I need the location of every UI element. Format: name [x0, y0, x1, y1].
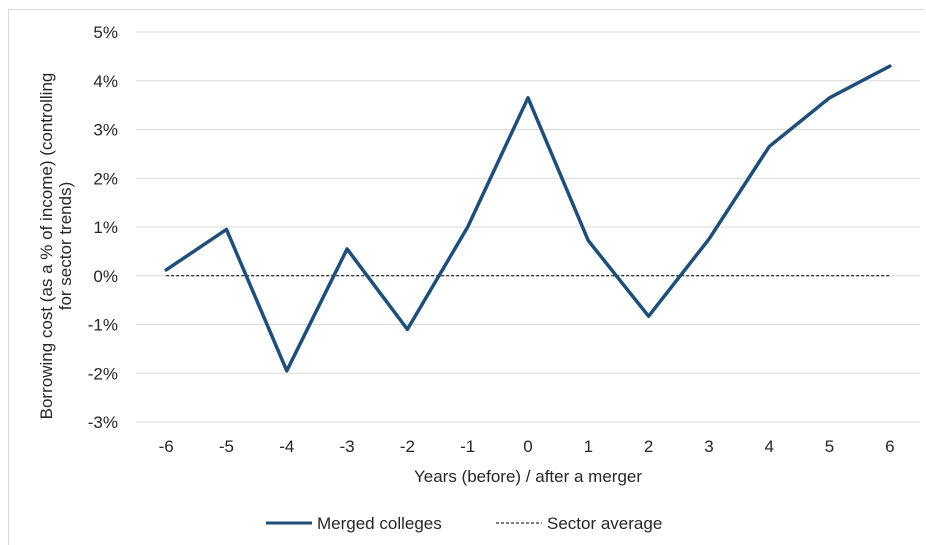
- series-layer: [164, 64, 892, 373]
- x-tick-label: -2: [400, 437, 415, 456]
- y-axis-ticks: -3% -2% -1% 0% 1% 2% 3% 4% 5%: [88, 23, 118, 432]
- x-tick-label: 0: [523, 437, 532, 456]
- y-axis-title-line-2: for sector trends): [56, 182, 75, 311]
- x-tick-label: -6: [159, 437, 174, 456]
- y-tick-label: -3%: [88, 413, 118, 432]
- x-tick-label: -5: [219, 437, 234, 456]
- x-tick-label: -4: [279, 437, 294, 456]
- legend-label-merged-colleges: Merged colleges: [317, 514, 442, 533]
- x-tick-label: 2: [644, 437, 653, 456]
- y-tick-label: 3%: [93, 121, 118, 140]
- y-tick-label: 5%: [93, 23, 118, 42]
- x-axis-ticks: -6 -5 -4 -3 -2 -1 0 1 2 3 4 5 6: [159, 437, 895, 456]
- x-tick-label: -1: [460, 437, 475, 456]
- x-tick-label: 6: [885, 437, 894, 456]
- y-tick-label: 2%: [93, 169, 118, 188]
- y-tick-label: -2%: [88, 364, 118, 383]
- y-tick-label: 0%: [93, 267, 118, 286]
- legend-label-sector-average: Sector average: [547, 514, 662, 533]
- series-line-merged-colleges: [164, 64, 892, 373]
- y-tick-label: -1%: [88, 316, 118, 335]
- x-tick-label: 4: [764, 437, 773, 456]
- chart-frame: [8, 9, 924, 545]
- x-tick-label: 1: [584, 437, 593, 456]
- x-axis-title: Years (before) / after a merger: [414, 467, 642, 486]
- legend: Merged colleges Sector average: [266, 514, 662, 533]
- y-tick-label: 1%: [93, 218, 118, 237]
- gridlines: [136, 31, 920, 423]
- x-tick-label: -3: [340, 437, 355, 456]
- x-tick-label: 3: [704, 437, 713, 456]
- y-axis-title: Borrowing cost (as a % of income) (contr…: [37, 73, 75, 420]
- y-axis-title-line-1: Borrowing cost (as a % of income) (contr…: [37, 73, 56, 420]
- y-tick-label: 4%: [93, 72, 118, 91]
- x-tick-label: 5: [825, 437, 834, 456]
